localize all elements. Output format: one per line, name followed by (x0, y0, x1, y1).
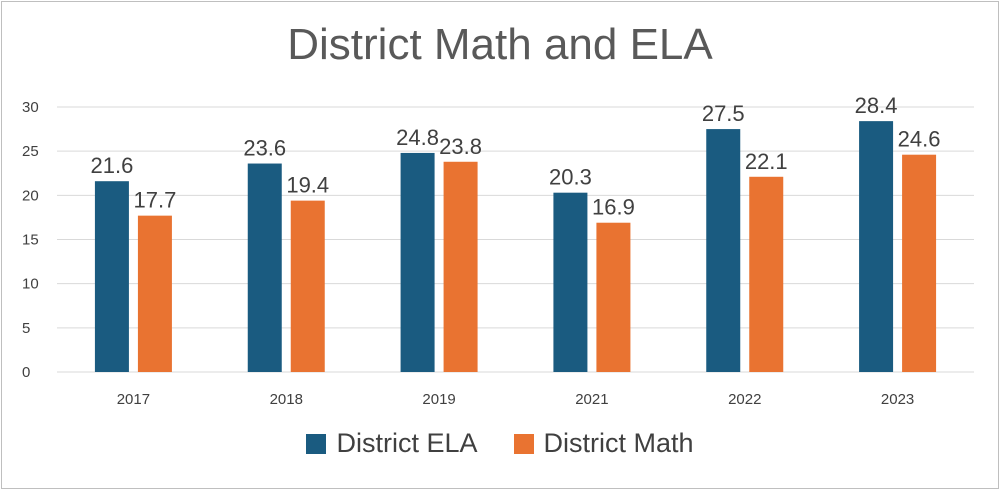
y-tick-label-5: 5 (22, 320, 30, 337)
x-tick-label-2022: 2022 (728, 391, 761, 408)
x-tick-label-2021: 2021 (575, 391, 608, 408)
data-label-district-ela-2019: 24.8 (396, 125, 439, 150)
data-label-district-ela-2023: 28.4 (855, 93, 898, 118)
data-label-district-ela-2022: 27.5 (702, 101, 745, 126)
bar-district-ela-2022 (706, 129, 741, 372)
x-tick-label-2017: 2017 (117, 391, 150, 408)
bar-district-math-2021 (596, 222, 631, 372)
x-tick-label-2019: 2019 (422, 391, 455, 408)
data-label-district-math-2023: 24.6 (898, 127, 941, 152)
bar-district-math-2022 (749, 176, 784, 372)
bar-district-math-2018 (290, 200, 325, 372)
bar-district-math-2023 (902, 154, 937, 372)
bar-district-ela-2019 (400, 152, 435, 372)
x-tick-label-2018: 2018 (270, 391, 303, 408)
x-tick-label-2023: 2023 (881, 391, 914, 408)
y-tick-label-30: 30 (22, 99, 39, 116)
bar-district-math-2017 (137, 215, 172, 372)
legend-swatch-math (513, 433, 534, 454)
data-label-district-math-2019: 23.8 (439, 134, 482, 159)
data-label-district-ela-2021: 20.3 (549, 165, 592, 190)
y-tick-label-20: 20 (22, 187, 39, 204)
legend-label-ela: District ELA (336, 428, 478, 458)
legend-item-math: District Math (513, 428, 694, 459)
legend-item-ela: District ELA (306, 428, 478, 459)
y-tick-label-10: 10 (22, 276, 39, 293)
legend-swatch-ela (306, 433, 327, 454)
chart-title: District Math and ELA (287, 20, 713, 69)
data-label-district-ela-2018: 23.6 (243, 136, 286, 161)
data-label-district-ela-2017: 21.6 (91, 153, 134, 178)
data-label-district-math-2017: 17.7 (134, 188, 177, 213)
y-tick-label-0: 0 (22, 364, 30, 381)
bar-district-ela-2021 (553, 192, 588, 372)
bar-district-ela-2023 (859, 121, 894, 372)
legend: District ELA District Math (2, 428, 998, 459)
data-label-district-math-2021: 16.9 (592, 195, 635, 220)
data-label-district-math-2018: 19.4 (286, 173, 329, 198)
bar-district-ela-2017 (94, 181, 129, 372)
legend-label-math: District Math (543, 428, 694, 458)
y-tick-label-25: 25 (22, 143, 39, 160)
bar-district-ela-2018 (247, 163, 282, 372)
data-label-district-math-2022: 22.1 (745, 149, 788, 174)
y-tick-label-15: 15 (22, 232, 39, 249)
bar-district-math-2019 (443, 161, 478, 372)
